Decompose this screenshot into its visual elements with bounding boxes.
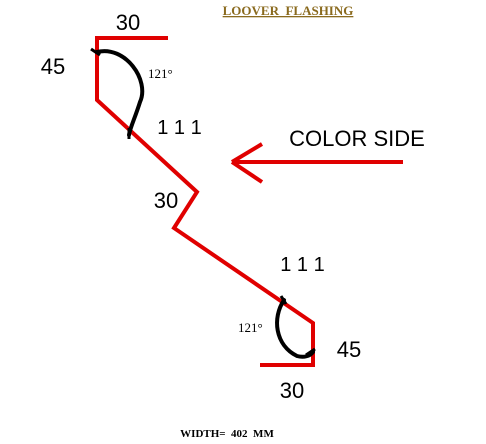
dim-top-angle: 121° xyxy=(148,66,173,81)
diagram-title: LOOVER FLASHING xyxy=(223,3,354,18)
color-side-label: COLOR SIDE xyxy=(289,126,425,151)
width-label: WIDTH= 402 MM xyxy=(180,428,274,440)
dim-bottom-bend: 45 xyxy=(337,337,361,362)
top-angle-arc-icon xyxy=(95,49,145,137)
color-side-arrow-icon xyxy=(230,142,403,184)
dim-upper-segment: 111 xyxy=(157,117,208,139)
dim-middle-step: 30 xyxy=(154,188,178,213)
dim-top-bend: 45 xyxy=(41,54,65,79)
dim-lower-segment: 111 xyxy=(280,254,331,276)
bottom-arc-tick-icon xyxy=(279,295,288,305)
bottom-arc-tick-end-icon xyxy=(305,347,316,357)
flashing-profile xyxy=(95,36,315,367)
dim-top-flange: 30 xyxy=(116,10,140,35)
bottom-angle-arc-icon xyxy=(275,298,315,359)
dim-bottom-flange: 30 xyxy=(280,378,304,403)
dim-bottom-angle: 121° xyxy=(238,320,263,335)
top-arc-tick-icon xyxy=(90,47,101,57)
